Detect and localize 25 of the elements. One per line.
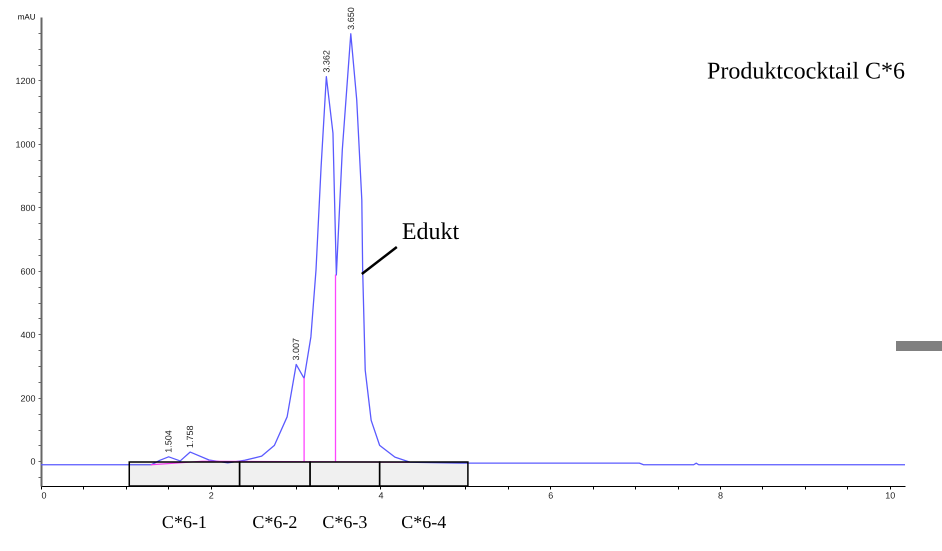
x-tick-label: 0 bbox=[42, 490, 47, 500]
x-tick-label: 10 bbox=[885, 490, 896, 500]
annotation: 1.758 bbox=[185, 426, 196, 448]
y-tick-label: 400 bbox=[20, 330, 36, 340]
band-label: C*6-1 bbox=[162, 512, 207, 532]
band-label: C*6-2 bbox=[252, 512, 298, 532]
y-tick-label: 600 bbox=[20, 266, 36, 276]
y-tick-label: 200 bbox=[20, 393, 36, 404]
x-tick-label: 2 bbox=[208, 490, 214, 500]
y-axis-title: mAU bbox=[18, 12, 36, 22]
band-label: C*6-3 bbox=[322, 512, 368, 532]
x-tick-label: 8 bbox=[718, 490, 723, 500]
y-tick-label: 1000 bbox=[15, 139, 36, 150]
x-tick-label: 4 bbox=[378, 490, 384, 500]
x-tick-label: 6 bbox=[548, 490, 554, 500]
y-tick-label: 800 bbox=[20, 202, 36, 213]
text: Produktcocktail C*6 bbox=[707, 58, 905, 84]
annotation: 3.007 bbox=[291, 338, 302, 360]
annotation: Edukt bbox=[402, 219, 460, 246]
annotation: 1.504 bbox=[164, 430, 174, 453]
y-tick-label: 1200 bbox=[15, 76, 36, 86]
y-tick-label: 0 bbox=[30, 456, 36, 467]
annotation: 3.362 bbox=[321, 50, 332, 73]
annotation: 3.650 bbox=[346, 7, 356, 30]
band-label: C*6-4 bbox=[401, 512, 446, 532]
